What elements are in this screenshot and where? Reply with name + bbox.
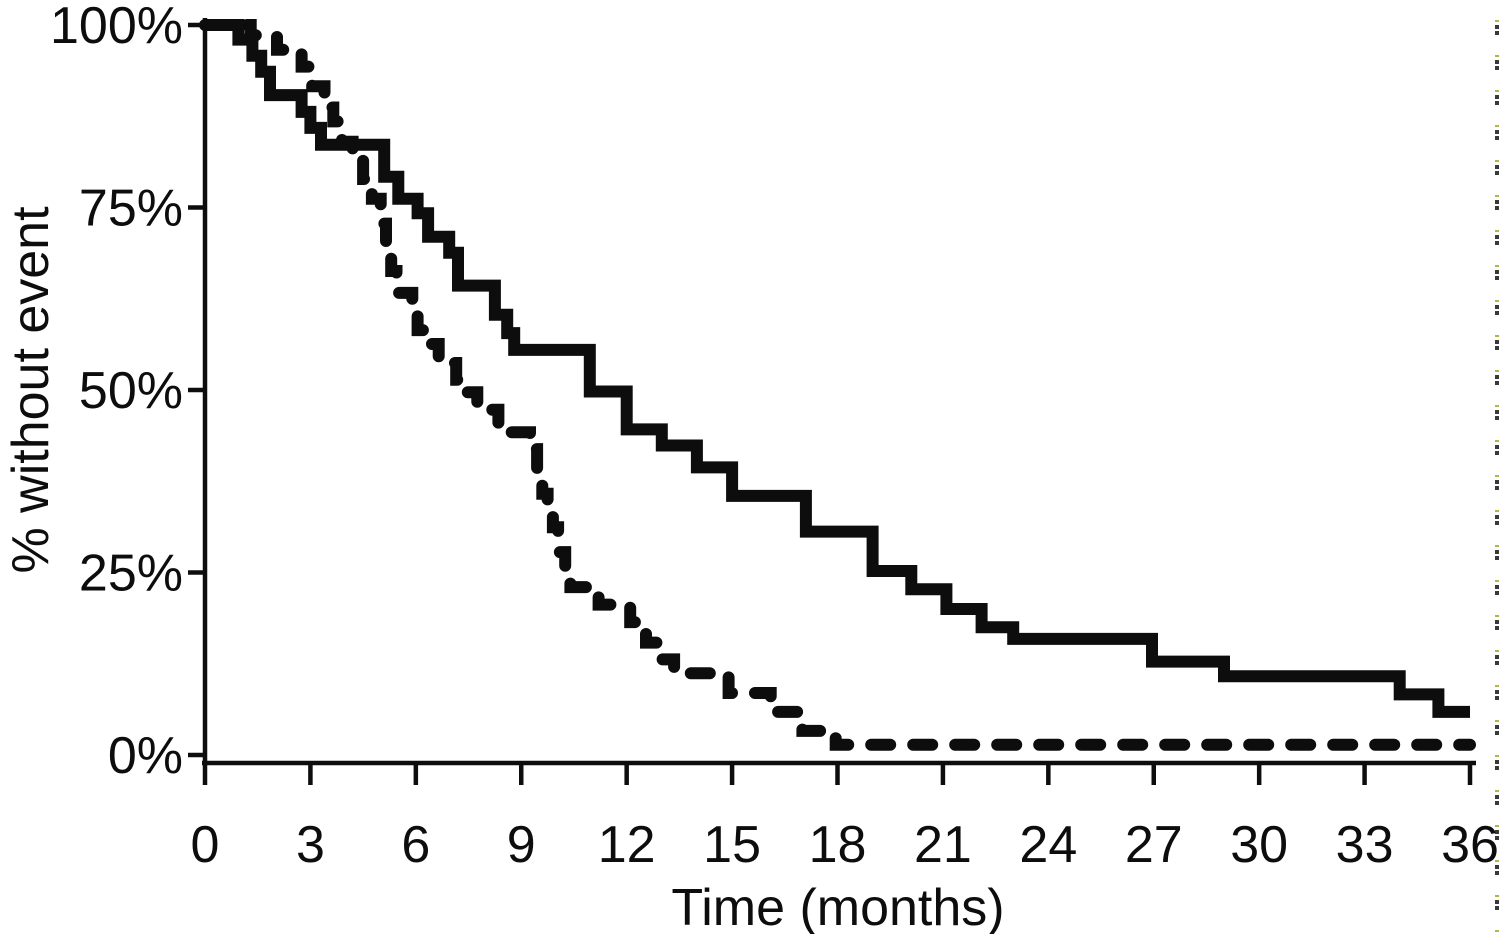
x-tick-label: 36: [1441, 816, 1499, 874]
y-tick-label: 0%: [108, 727, 183, 785]
x-tick-label: 24: [1019, 816, 1077, 874]
x-tick-label: 15: [703, 816, 761, 874]
right-edge-artifact: [1495, 0, 1499, 934]
x-tick-label: 0: [191, 816, 220, 874]
x-tick-label: 30: [1230, 816, 1288, 874]
axes: [202, 18, 1476, 766]
x-axis-title: Time (months): [671, 879, 1004, 934]
solid-curve: [205, 19, 1470, 718]
y-tick-label: 50%: [79, 362, 183, 420]
axis-tick-labels: 100%75%50%25%0%0 3 6 9 12 15 18 21 24 27 30 33 36: [50, 0, 1499, 874]
dashed-curve: [199, 19, 1476, 751]
x-tick-label: 3: [296, 816, 325, 874]
y-axis-title: % without event: [2, 206, 60, 574]
y-tick-label: 25%: [79, 545, 183, 603]
y-tick-label: 100%: [50, 0, 183, 55]
x-tick-label: 27: [1125, 816, 1183, 874]
x-tick-label: 9: [507, 816, 536, 874]
y-tick-label: 75%: [79, 180, 183, 238]
km-curves: [199, 19, 1476, 751]
x-tick-label: 33: [1336, 816, 1394, 874]
axis-ticks: [188, 22, 1473, 785]
x-tick-label: 6: [401, 816, 430, 874]
x-tick-label: 12: [598, 816, 656, 874]
x-tick-label: 21: [914, 816, 972, 874]
x-tick-label: 18: [809, 816, 867, 874]
